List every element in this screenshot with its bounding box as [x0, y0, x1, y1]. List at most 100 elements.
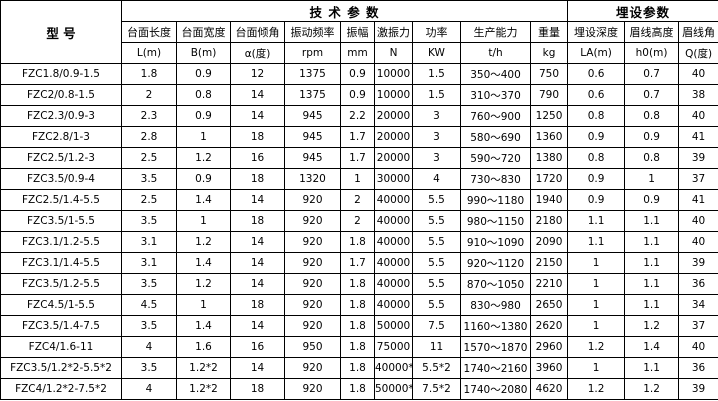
value-cell: 1.1	[624, 294, 680, 316]
value-cell: 14	[230, 273, 285, 295]
value-cell: 950	[284, 336, 341, 358]
value-cell: 3.5	[121, 168, 177, 190]
value-cell: 0.9	[567, 126, 626, 148]
value-cell: 14	[230, 105, 285, 127]
value-cell: 2.2	[340, 105, 375, 127]
value-cell: 37	[678, 315, 718, 337]
value-cell: 0.8	[176, 84, 231, 106]
column-unit: t/h	[460, 42, 531, 64]
value-cell: 5.5	[412, 231, 461, 253]
value-cell: 945	[284, 105, 341, 127]
value-cell: 1.4	[176, 252, 231, 274]
value-cell: 0.8	[624, 105, 680, 127]
value-cell: 920	[284, 210, 341, 232]
value-cell: 1.8	[340, 336, 375, 358]
value-cell: 40000	[374, 210, 413, 232]
value-cell: 2960	[529, 336, 569, 358]
group-header-row: 型 号 技 术 参 数 埋设参数	[0, 0, 718, 64]
value-cell: 310～370	[460, 84, 531, 106]
value-cell: 2180	[529, 210, 569, 232]
value-cell: 37	[678, 168, 718, 190]
value-cell: 18	[230, 294, 285, 316]
value-cell: 18	[230, 126, 285, 148]
value-cell: 1740～2160	[460, 357, 531, 379]
value-cell: 40000	[374, 273, 413, 295]
model-cell: FZC3.1/1.2-5.5	[0, 231, 122, 253]
column-name: 重量	[529, 21, 569, 43]
value-cell: 14	[230, 357, 285, 379]
value-cell: 7.5	[412, 315, 461, 337]
value-cell: 920	[284, 231, 341, 253]
value-cell: 20000	[374, 105, 413, 127]
value-cell: 2150	[529, 252, 569, 274]
value-cell: 4	[412, 168, 461, 190]
value-cell: 1.8	[340, 273, 375, 295]
value-cell: 1.1	[624, 252, 680, 274]
value-cell: 0.6	[567, 63, 626, 85]
value-cell: 40	[678, 105, 718, 127]
value-cell: 2.5	[121, 189, 177, 211]
column-name: 眉线高度	[624, 21, 680, 43]
value-cell: 1320	[284, 168, 341, 190]
value-cell: 39	[678, 252, 718, 274]
value-cell: 1.8	[340, 357, 375, 379]
column-name: 振幅	[340, 21, 375, 43]
value-cell: 20000	[374, 126, 413, 148]
value-cell: 75000	[374, 336, 413, 358]
value-cell: 40000	[374, 252, 413, 274]
value-cell: 1.6	[176, 336, 231, 358]
value-cell: 18	[230, 378, 285, 400]
value-cell: 4620	[529, 378, 569, 400]
technical-header: 技 术 参 数	[120, 0, 569, 22]
model-cell: FZC2.3/0.9-3	[0, 105, 122, 127]
model-cell: FZC4/1.6-11	[0, 336, 122, 358]
value-cell: 14	[230, 84, 285, 106]
value-cell: 1.1	[624, 357, 680, 379]
value-cell: 1.2	[176, 231, 231, 253]
value-cell: 5.5	[412, 210, 461, 232]
value-cell: 3	[412, 105, 461, 127]
table-row: FZC3.1/1.2-5.5 3.1 1.2 14 920 1.8 40000 5.5 910～…	[0, 231, 718, 253]
column-unit: h0(m)	[624, 42, 680, 64]
table-row: FZC3.5/1.4-7.5 3.5 1.4 14 920 1.8 50000 7.5 1160…	[0, 315, 718, 337]
value-cell: 10000	[374, 84, 413, 106]
model-cell: FZC3.5/1.2-5.5	[0, 273, 122, 295]
table-row: FZC2.3/0.9-3 2.3 0.9 14 945 2.2 20000 3 760～900 1…	[0, 105, 718, 127]
value-cell: 3960	[529, 357, 569, 379]
value-cell: 1740～2080	[460, 378, 531, 400]
value-cell: 920	[284, 357, 341, 379]
value-cell: 5.5*2	[412, 357, 461, 379]
value-cell: 2.8	[121, 126, 177, 148]
value-cell: 5.5	[412, 189, 461, 211]
value-cell: 1	[567, 315, 626, 337]
value-cell: 1.7	[340, 126, 375, 148]
value-cell: 790	[529, 84, 569, 106]
value-cell: 1.2	[176, 273, 231, 295]
value-cell: 1.1	[624, 231, 680, 253]
value-cell: 36	[678, 273, 718, 295]
value-cell: 1.2	[176, 147, 231, 169]
value-cell: 0.7	[624, 63, 680, 85]
value-cell: 40	[678, 231, 718, 253]
column-name: 埋设深度	[567, 21, 626, 43]
table-row: FZC3.5/1.2*2-5.5*23.51.2*2149201.840000*…	[0, 357, 718, 379]
value-cell: 1.2	[567, 336, 626, 358]
value-cell: 3.1	[121, 252, 177, 274]
model-cell: FZC4/1.2*2-7.5*2	[0, 378, 122, 400]
model-cell: FZC3.1/1.4-5.5	[0, 252, 122, 274]
value-cell: 1.1	[567, 231, 626, 253]
value-cell: 16	[230, 147, 285, 169]
value-cell: 12	[230, 63, 285, 85]
column-name: 台面倾角	[230, 21, 285, 43]
value-cell: 1.4	[176, 315, 231, 337]
value-cell: 2090	[529, 231, 569, 253]
value-cell: 920	[284, 273, 341, 295]
column-unit: N	[374, 42, 413, 64]
value-cell: 50000*2	[374, 378, 413, 400]
value-cell: 50000	[374, 315, 413, 337]
value-cell: 1160～1380	[460, 315, 531, 337]
value-cell: 30000	[374, 168, 413, 190]
value-cell: 0.9	[567, 189, 626, 211]
value-cell: 3.5	[121, 315, 177, 337]
